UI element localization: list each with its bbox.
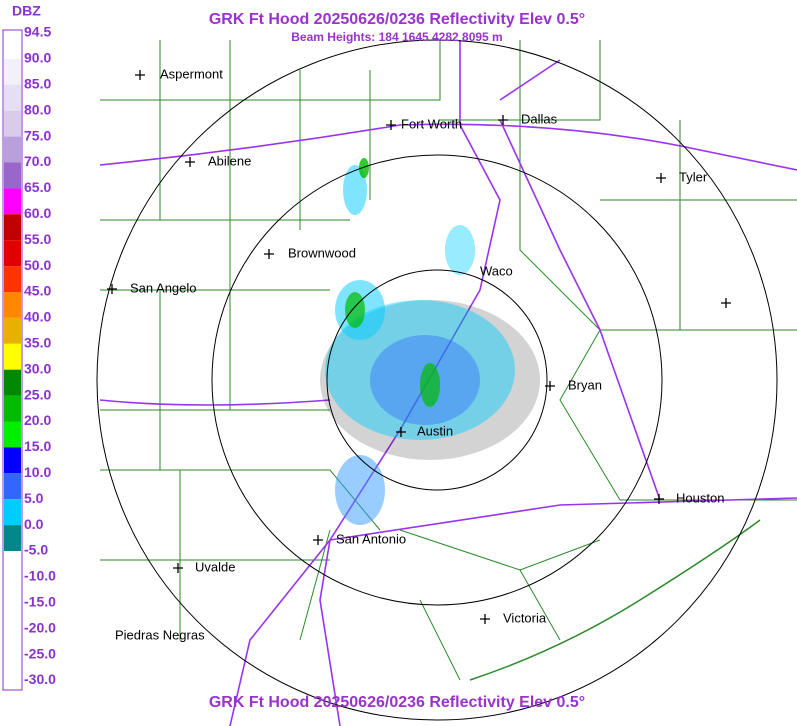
city-marker <box>498 115 508 125</box>
legend-swatch <box>4 317 21 344</box>
legend-label: 15.0 <box>24 438 51 454</box>
legend-swatch <box>4 654 21 681</box>
city-label: Victoria <box>503 610 547 625</box>
city-label: Tyler <box>679 169 708 184</box>
legend-swatch <box>4 84 21 111</box>
city-marker <box>264 249 274 259</box>
city-marker <box>545 381 555 391</box>
city-label: Dallas <box>521 111 558 126</box>
legend-label: 45.0 <box>24 283 51 299</box>
radar-echoes <box>320 158 540 525</box>
legend-label: 5.0 <box>24 490 44 506</box>
legend-title: DBZ <box>12 3 41 19</box>
city-marker <box>107 284 117 294</box>
city-label: Aspermont <box>160 66 223 81</box>
city-label: Austin <box>417 423 453 438</box>
legend-label: 20.0 <box>24 412 51 428</box>
highways <box>99 40 797 726</box>
county-lines <box>100 40 797 681</box>
legend-swatch <box>4 447 21 474</box>
legend-swatch <box>4 395 21 422</box>
legend-swatch <box>4 602 21 629</box>
legend-swatch <box>4 369 21 396</box>
legend-swatch <box>4 136 21 163</box>
legend-label: 55.0 <box>24 231 51 247</box>
legend-label: 65.0 <box>24 179 51 195</box>
city-label: Fort Worth <box>401 116 462 131</box>
legend-label: -30.0 <box>24 671 56 687</box>
legend-label: -15.0 <box>24 594 56 610</box>
legend-label: 94.5 <box>24 24 51 40</box>
legend-swatch <box>4 33 21 59</box>
city-label: Houston <box>676 490 724 505</box>
legend-frame <box>2 29 23 691</box>
legend-swatch <box>4 525 21 551</box>
city-marker <box>313 535 323 545</box>
city-label: Waco <box>480 263 513 278</box>
legend-swatch <box>4 499 21 526</box>
legend-label: -25.0 <box>24 645 56 661</box>
legend-swatch <box>4 188 21 215</box>
legend-label: 80.0 <box>24 101 51 117</box>
city-marker <box>480 614 490 624</box>
city-label: Uvalde <box>195 559 235 574</box>
map-subtitle: Beam Heights: 184 1645 4282 8095 m <box>291 30 502 44</box>
city-label: Brownwood <box>288 245 356 260</box>
legend-label: 35.0 <box>24 335 51 351</box>
legend-label: 60.0 <box>24 205 51 221</box>
legend-label: 25.0 <box>24 386 51 402</box>
legend-swatch <box>4 473 21 500</box>
city-marker <box>135 70 145 80</box>
legend-label: 85.0 <box>24 76 51 92</box>
city-label: Bryan <box>568 377 602 392</box>
legend-label: -5.0 <box>24 542 48 558</box>
legend-swatch <box>4 110 21 137</box>
legend-swatch <box>4 628 21 655</box>
legend-swatch <box>4 421 21 448</box>
legend-swatch <box>4 58 21 85</box>
legend-swatch <box>4 214 21 241</box>
city-label: San Angelo <box>130 280 197 295</box>
legend-label: 10.0 <box>24 464 51 480</box>
range-rings <box>96 39 778 721</box>
city-label: Abilene <box>208 153 251 168</box>
legend-swatch <box>4 240 21 267</box>
city-label: Piedras Negras <box>115 627 205 642</box>
legend-swatch <box>4 343 21 370</box>
legend-swatch <box>4 292 21 318</box>
city-marker <box>386 120 396 130</box>
city-label: San Antonio <box>336 531 406 546</box>
legend-label: 70.0 <box>24 153 51 169</box>
legend-swatch <box>4 576 21 603</box>
city-marker <box>185 157 195 167</box>
legend-label: 40.0 <box>24 309 51 325</box>
legend-swatch <box>4 551 21 577</box>
legend-label: 90.0 <box>24 50 51 66</box>
city-marker <box>656 173 666 183</box>
legend-swatch <box>4 162 21 189</box>
map-title: GRK Ft Hood 20250626/0236 Reflectivity E… <box>209 11 585 28</box>
legend-label: 50.0 <box>24 257 51 273</box>
city-marker <box>396 427 406 437</box>
city-marker <box>654 494 664 504</box>
city-marker <box>173 563 183 573</box>
legend-label: -20.0 <box>24 619 56 635</box>
legend-swatch <box>4 266 21 292</box>
legend-label: 30.0 <box>24 360 51 376</box>
legend-label: 75.0 <box>24 127 51 143</box>
legend-label: 0.0 <box>24 516 44 532</box>
legend-label: -10.0 <box>24 568 56 584</box>
city-marker <box>721 298 731 308</box>
map-footer: GRK Ft Hood 20250626/0236 Reflectivity E… <box>209 694 585 711</box>
